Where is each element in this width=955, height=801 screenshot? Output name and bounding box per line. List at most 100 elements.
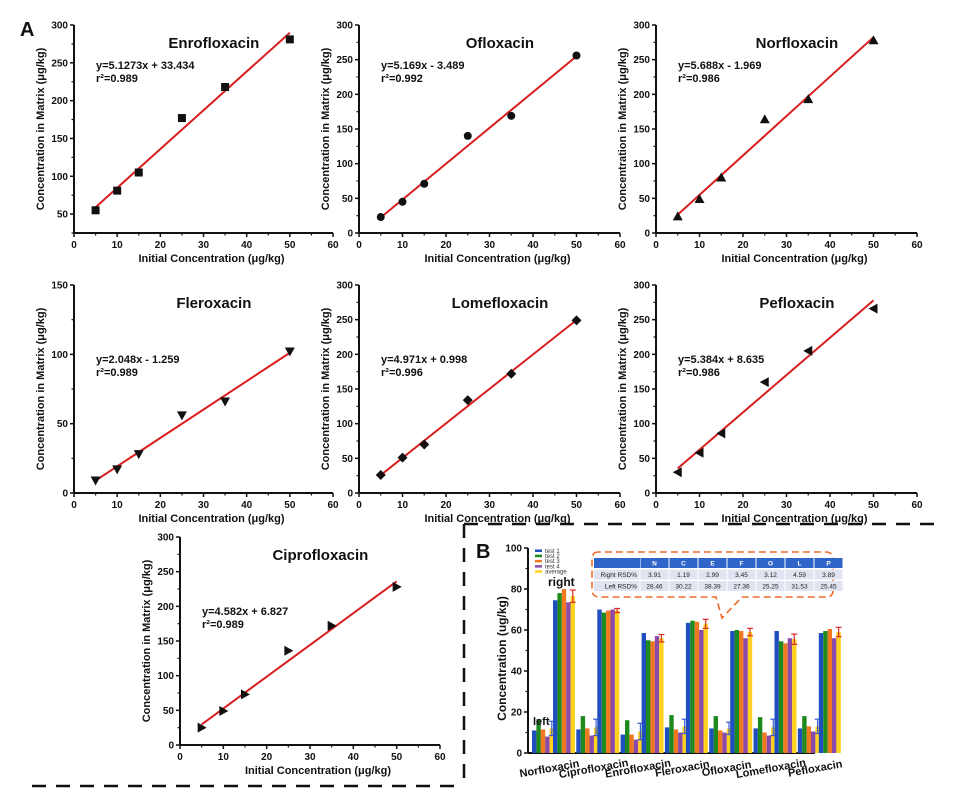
data-point	[868, 303, 878, 314]
x-tick-label: 50	[868, 500, 880, 511]
y-tick-label: 150	[157, 637, 174, 648]
bar-right-average	[659, 638, 664, 753]
table-cell-value: 31.53	[791, 584, 808, 591]
chart-title: Lomefloxacin	[452, 295, 549, 312]
bar-left-test4	[545, 736, 550, 753]
bar-right-test4	[743, 638, 748, 753]
data-point	[90, 476, 101, 486]
y-tick-label: 300	[157, 533, 174, 544]
legend-label: test 4	[545, 564, 560, 570]
bar-left-test2	[580, 716, 586, 753]
bar-right-test1	[641, 633, 646, 753]
data-point	[803, 345, 813, 356]
bar-right-test2	[557, 593, 562, 753]
y-tick-label: 50	[639, 194, 651, 205]
bar-right-average	[614, 610, 620, 753]
y-tick-label: 300	[51, 21, 68, 32]
x-tick-label: 10	[397, 240, 409, 251]
data-point	[506, 368, 517, 379]
data-point	[716, 172, 727, 182]
y-axis-label: Concentration in Matrix (μg/kg)	[617, 47, 629, 210]
table-cell	[698, 569, 727, 580]
bar-left-test1	[797, 728, 803, 753]
bar-right-test3	[606, 610, 611, 753]
table-cell	[727, 581, 756, 591]
x-tick-label: 50	[284, 240, 296, 251]
y-tick-label: 150	[336, 385, 353, 396]
y-tick-label: 100	[51, 350, 68, 361]
x-tick-label: 20	[737, 240, 749, 251]
table-header-cell	[698, 558, 727, 568]
x-tick-label: 60	[911, 500, 923, 511]
x-tick-label: 40	[527, 240, 539, 251]
bar-left-average	[593, 727, 599, 753]
bar-left-test3	[718, 730, 723, 753]
table-cell	[640, 569, 669, 580]
table-row-label: Right RSD%	[601, 572, 638, 579]
bar-left-test3	[540, 729, 546, 753]
bar-left-average	[638, 731, 643, 753]
x-tick-label: 0	[356, 240, 362, 251]
x-tick-label: 20	[440, 240, 452, 251]
data-point	[375, 469, 386, 480]
y-tick-label: 250	[157, 567, 174, 578]
bar-left-test2	[536, 719, 541, 753]
right-annotation: right	[548, 575, 575, 589]
x-tick-label: 60	[614, 240, 626, 251]
y-axis-label: Concentration in Matrix (μg/kg)	[141, 559, 153, 722]
table-cell-value: 27.36	[733, 584, 750, 591]
x-tick-label: 50	[284, 500, 296, 511]
legend-swatch	[535, 554, 542, 558]
data-point	[221, 83, 230, 92]
bar-right-test2	[601, 612, 607, 753]
x-tick-label: 20	[155, 240, 167, 251]
data-point	[134, 168, 143, 177]
x-axis-label: Initial Concentration (μg/kg)	[721, 253, 867, 265]
y-tick-label: 100	[157, 671, 174, 682]
x-tick-label: 0	[653, 500, 659, 511]
fit-equation: y=5.169x - 3.489	[381, 60, 465, 72]
data-point	[803, 94, 814, 104]
x-tick-label: 10	[218, 752, 230, 763]
y-tick-label: 150	[336, 125, 353, 136]
y-tick-label: 0	[644, 229, 650, 240]
bar-left-test3	[585, 728, 590, 753]
y-tick-label: 50	[342, 194, 354, 205]
x-tick-label: 30	[781, 500, 793, 511]
table-cell-value: 3.45	[735, 572, 748, 579]
bar-right-test3	[827, 628, 832, 753]
bar-left-test1	[664, 727, 670, 753]
bar-left-test1	[753, 728, 758, 753]
bar-right-average	[747, 632, 753, 753]
data-point	[572, 51, 581, 60]
legend-label: test 2	[545, 554, 560, 560]
x-axis-label: Initial Concentration (μg/kg)	[138, 513, 284, 525]
scatter-panel-ofloxacin: 0 10 20 30 40 50 60 0 50 100 150 200 250 300 Initial C…	[320, 21, 626, 266]
fit-line	[94, 31, 291, 208]
x-tick-label: 10	[694, 500, 706, 511]
y-tick-label: 200	[633, 90, 650, 101]
y-tick-label: 250	[633, 55, 650, 66]
bar-right-average	[570, 596, 575, 753]
bar-right-test4	[610, 609, 615, 753]
y-tick-label: 200	[51, 96, 68, 107]
x-axis-label: Initial Concentration (μg/kg)	[138, 253, 284, 265]
x-tick-label: 20	[261, 752, 273, 763]
x-axis-label: Initial Concentration (μg/kg)	[721, 513, 867, 525]
data-point	[694, 447, 704, 458]
x-tick-label: 10	[397, 500, 409, 511]
table-cell	[785, 569, 814, 580]
fit-line	[380, 319, 578, 476]
rsd-callout: N C E F O L P Right RSD% 3.91 1.19 2.99 3.45 3.12 4.5…	[591, 551, 843, 620]
data-point	[197, 722, 207, 733]
fit-equation: y=4.971x + 0.998	[381, 354, 467, 366]
bar-y-tick-label: 80	[511, 585, 523, 596]
bar-left-average	[771, 727, 776, 753]
y-tick-label: 100	[51, 172, 68, 183]
data-point	[219, 706, 229, 717]
table-cell	[698, 581, 727, 591]
data-point	[759, 377, 769, 388]
table-row-label-cell	[594, 569, 640, 580]
x-axis-label: Initial Concentration (μg/kg)	[424, 253, 570, 265]
y-tick-label: 300	[336, 281, 353, 292]
